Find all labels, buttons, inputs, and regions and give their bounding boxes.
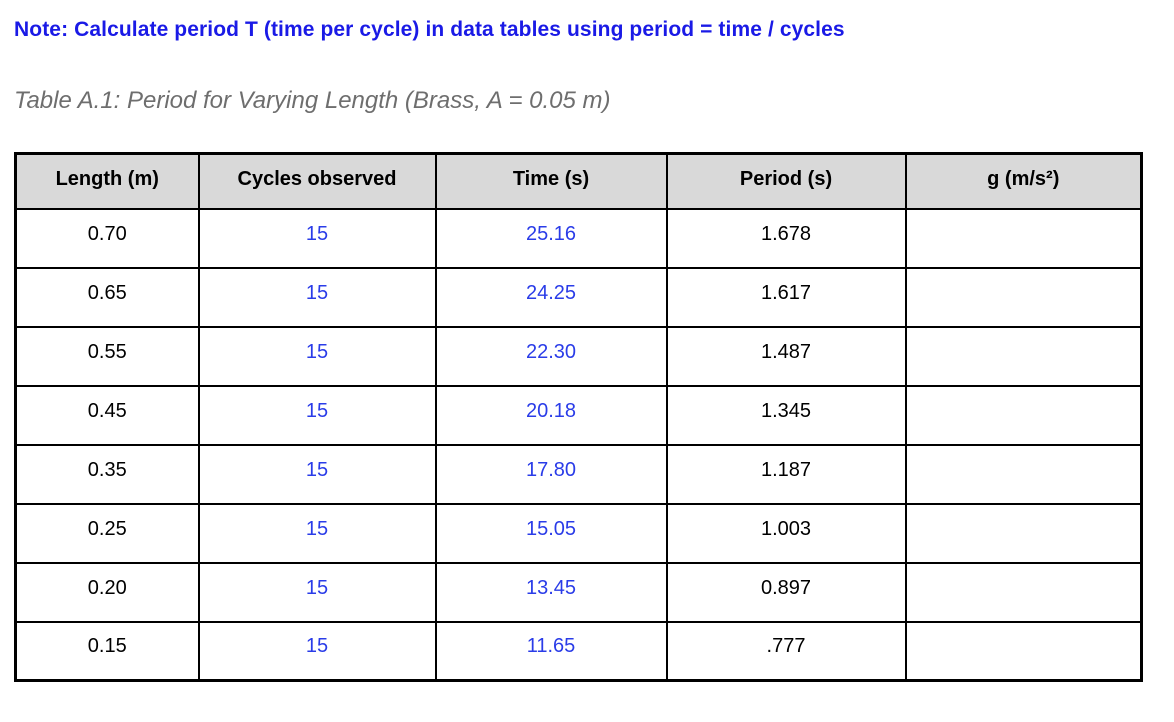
table-cell[interactable]: 15 xyxy=(197,325,437,387)
table-row: 0.35 15 17.80 1.187 xyxy=(14,443,1143,505)
table-cell[interactable] xyxy=(904,443,1143,505)
table-cell[interactable]: 0.45 xyxy=(14,384,200,446)
table-cell[interactable]: 1.187 xyxy=(665,443,907,505)
header-cell-time: Time (s) xyxy=(434,152,668,210)
table-cell[interactable]: 0.897 xyxy=(665,561,907,623)
table-cell[interactable] xyxy=(904,266,1143,328)
table-cell[interactable]: 15.05 xyxy=(434,502,668,564)
table-cell[interactable]: 1.345 xyxy=(665,384,907,446)
table-cell[interactable]: 13.45 xyxy=(434,561,668,623)
table-cell[interactable] xyxy=(904,384,1143,446)
table-cell[interactable] xyxy=(904,620,1143,682)
table-cell[interactable]: 0.35 xyxy=(14,443,200,505)
table-cell[interactable]: 1.487 xyxy=(665,325,907,387)
table-cell[interactable]: 1.678 xyxy=(665,207,907,269)
table-cell[interactable] xyxy=(904,207,1143,269)
table-cell[interactable]: 24.25 xyxy=(434,266,668,328)
table-cell[interactable]: 15 xyxy=(197,561,437,623)
table-cell[interactable]: 25.16 xyxy=(434,207,668,269)
document-page: Note: Calculate period T (time per cycle… xyxy=(14,18,1143,682)
table-cell[interactable] xyxy=(904,502,1143,564)
table-cell[interactable]: 0.15 xyxy=(14,620,200,682)
table-cell[interactable]: 15 xyxy=(197,207,437,269)
table-cell[interactable]: 1.003 xyxy=(665,502,907,564)
table-cell[interactable]: 11.65 xyxy=(434,620,668,682)
table-cell[interactable]: 15 xyxy=(197,502,437,564)
table-row: 0.20 15 13.45 0.897 xyxy=(14,561,1143,623)
table-cell[interactable]: 0.20 xyxy=(14,561,200,623)
table-row: 0.25 15 15.05 1.003 xyxy=(14,502,1143,564)
table-row: 0.65 15 24.25 1.617 xyxy=(14,266,1143,328)
table-cell[interactable]: 0.65 xyxy=(14,266,200,328)
table-row: 0.45 15 20.18 1.345 xyxy=(14,384,1143,446)
table-header: Length (m) Cycles observed Time (s) Peri… xyxy=(14,152,1143,210)
table-body: 0.70 15 25.16 1.678 0.65 15 24.25 1.617 0.55 15 22… xyxy=(14,207,1143,682)
note-text: Note: Calculate period T (time per cycle… xyxy=(14,18,845,41)
period-length-table: Length (m) Cycles observed Time (s) Peri… xyxy=(14,152,1143,682)
table-cell[interactable]: 17.80 xyxy=(434,443,668,505)
table-cell[interactable]: 0.70 xyxy=(14,207,200,269)
table-cell[interactable]: 0.25 xyxy=(14,502,200,564)
table-cell[interactable]: .777 xyxy=(665,620,907,682)
header-cell-period: Period (s) xyxy=(665,152,907,210)
table-cell[interactable] xyxy=(904,561,1143,623)
table-row: 0.15 15 11.65.777 xyxy=(14,620,1143,682)
table-cell[interactable]: 0.55 xyxy=(14,325,200,387)
header-cell-cycles: Cycles observed xyxy=(197,152,437,210)
table-row: 0.55 15 22.30 1.487 xyxy=(14,325,1143,387)
header-cell-g: g (m/s²) xyxy=(904,152,1143,210)
table-cell[interactable]: 15 xyxy=(197,384,437,446)
table-row: 0.70 15 25.16 1.678 xyxy=(14,207,1143,269)
table-caption: Table A.1: Period for Varying Length (Br… xyxy=(14,87,611,114)
header-row: Length (m) Cycles observed Time (s) Peri… xyxy=(14,152,1143,210)
header-cell-length: Length (m) xyxy=(14,152,200,210)
table-cell[interactable]: 15 xyxy=(197,266,437,328)
table-cell[interactable]: 15 xyxy=(197,443,437,505)
table-cell[interactable] xyxy=(904,325,1143,387)
table-cell[interactable]: 15 xyxy=(197,620,437,682)
table-cell[interactable]: 22.30 xyxy=(434,325,668,387)
table-cell[interactable]: 1.617 xyxy=(665,266,907,328)
table-cell[interactable]: 20.18 xyxy=(434,384,668,446)
